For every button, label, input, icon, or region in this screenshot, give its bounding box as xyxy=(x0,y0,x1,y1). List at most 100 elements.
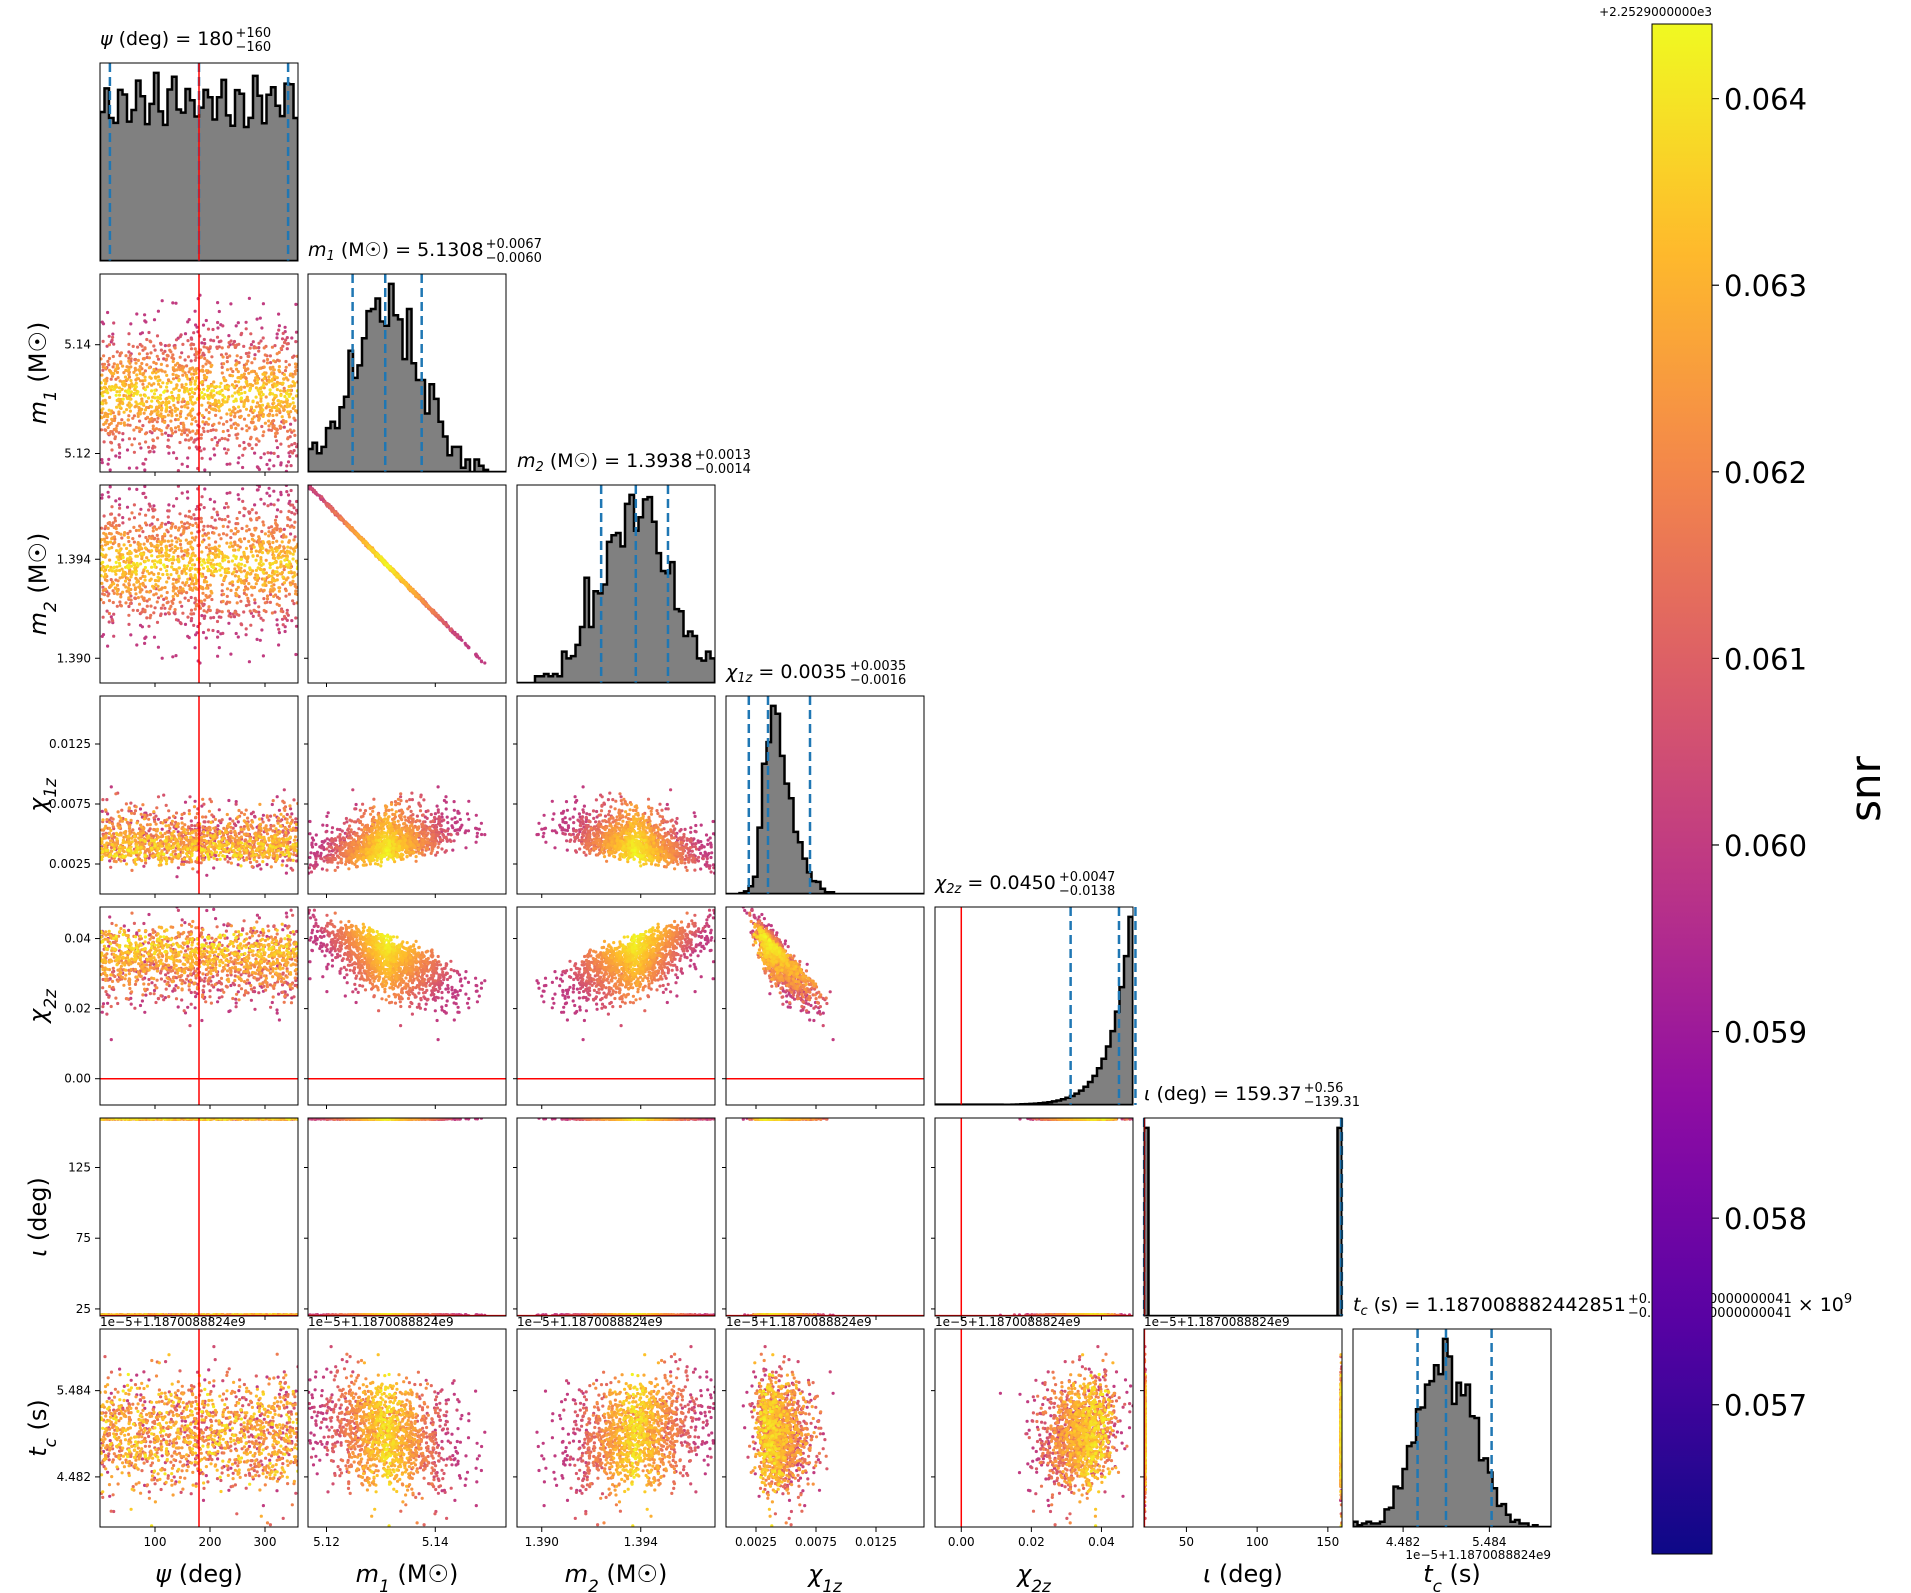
scatter-point xyxy=(262,597,265,600)
scatter-point xyxy=(199,503,202,506)
scatter-point xyxy=(257,566,260,569)
scatter-point xyxy=(285,366,288,369)
scatter-point xyxy=(267,819,270,822)
scatter-point xyxy=(245,575,248,578)
scatter-point xyxy=(115,527,118,530)
scatter-point xyxy=(445,624,448,627)
scatter-point xyxy=(128,437,131,440)
scatter-point xyxy=(174,426,177,429)
scatter-point xyxy=(221,589,224,592)
scatter-point xyxy=(112,321,115,324)
scatter-point xyxy=(234,527,237,530)
scatter-point xyxy=(202,528,205,531)
scatter-point xyxy=(227,345,230,348)
scatter-point xyxy=(242,610,245,613)
scatter-point xyxy=(177,529,180,532)
scatter-point xyxy=(133,516,136,519)
scatter-point xyxy=(286,402,289,405)
scatter-point xyxy=(195,376,198,379)
scatter-point xyxy=(149,418,152,421)
scatter-point xyxy=(219,340,222,343)
scatter-point xyxy=(162,563,165,566)
scatter-point xyxy=(205,587,208,590)
scatter-point xyxy=(108,620,111,623)
scatter-point xyxy=(139,583,142,586)
scatter-point xyxy=(268,494,271,497)
scatter-point xyxy=(253,546,256,549)
scatter-point xyxy=(134,597,137,600)
scatter-point xyxy=(130,443,133,446)
scatter-point xyxy=(209,339,212,342)
scatter-point xyxy=(237,548,240,551)
scatter-point xyxy=(268,540,271,543)
scatter-point xyxy=(266,594,269,597)
scatter-point xyxy=(171,301,174,304)
scatter-point xyxy=(334,511,337,514)
scatter-point xyxy=(268,459,271,462)
scatter-point xyxy=(227,860,230,863)
scatter-point xyxy=(283,528,286,531)
scatter-point xyxy=(279,394,282,397)
scatter-point xyxy=(192,331,195,334)
scatter-point xyxy=(214,540,217,543)
scatter-point xyxy=(242,441,245,444)
scatter-point xyxy=(100,497,103,500)
ytick-label-m1: 5.12 xyxy=(64,447,91,461)
scatter-point xyxy=(194,574,197,577)
scatter-point xyxy=(273,527,276,530)
scatter-point xyxy=(155,592,158,595)
scatter-point xyxy=(183,405,186,408)
scatter-point xyxy=(127,540,130,543)
scatter-point xyxy=(267,581,270,584)
scatter-point xyxy=(112,343,115,346)
scatter-point xyxy=(320,495,323,498)
scatter-point xyxy=(231,370,234,373)
scatter-point xyxy=(103,379,106,382)
scatter-point xyxy=(149,605,152,608)
scatter-point xyxy=(184,801,187,804)
scatter-point xyxy=(276,407,279,410)
scatter-point xyxy=(155,427,158,430)
scatter-point xyxy=(139,508,142,511)
scatter-point xyxy=(177,418,180,421)
scatter-point xyxy=(255,372,258,375)
scatter-point xyxy=(229,412,232,415)
scatter-point xyxy=(186,616,189,619)
scatter-point xyxy=(221,583,224,586)
scatter-point xyxy=(166,364,169,367)
scatter-point xyxy=(236,517,239,520)
scatter-point xyxy=(230,426,233,429)
scatter-point xyxy=(132,428,135,431)
scatter-point xyxy=(265,863,268,866)
scatter-point xyxy=(289,525,292,528)
scatter-point xyxy=(288,415,291,418)
scatter-point xyxy=(180,817,183,820)
scatter-point xyxy=(153,559,156,562)
scatter-point xyxy=(250,550,253,553)
scatter-point xyxy=(142,462,145,465)
scatter-point xyxy=(140,595,143,598)
scatter-point xyxy=(467,646,470,649)
scatter-point xyxy=(190,338,193,341)
scatter-point xyxy=(275,540,278,543)
scatter-point xyxy=(240,581,243,584)
scatter-point xyxy=(271,611,274,614)
scatter-point xyxy=(191,377,194,380)
scatter-point xyxy=(101,810,104,813)
scatter-point xyxy=(188,636,191,639)
scatter-point xyxy=(179,546,182,549)
scatter-point xyxy=(118,497,121,500)
scatter-point xyxy=(256,465,259,468)
scatter-point xyxy=(223,578,226,581)
scatter-point xyxy=(245,429,248,432)
scatter-point xyxy=(106,610,109,613)
scatter-point xyxy=(242,514,245,517)
scatter-point xyxy=(187,355,190,358)
scatter-point xyxy=(243,366,246,369)
scatter-point xyxy=(273,424,276,427)
scatter-point xyxy=(116,592,119,595)
scatter-point xyxy=(237,343,240,346)
scatter-point xyxy=(238,567,241,570)
scatter-point xyxy=(185,383,188,386)
scatter-point xyxy=(138,586,141,589)
